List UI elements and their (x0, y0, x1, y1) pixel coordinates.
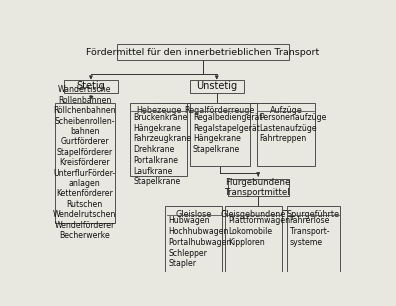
Text: Aufzüge: Aufzüge (269, 106, 302, 115)
FancyBboxPatch shape (225, 206, 282, 272)
Text: Regalbediengerät
Regalstapelgerät
Hängekrane
Stapelkrane: Regalbediengerät Regalstapelgerät Hängek… (193, 113, 263, 154)
FancyBboxPatch shape (55, 103, 115, 223)
Text: Flurgebundene
Transportmittel: Flurgebundene Transportmittel (225, 178, 291, 197)
Text: Brückenkrane
Hängekrane
Fahrzeugkrane
Drehkrane
Portalkrane
Laufkrane
Stapelkran: Brückenkrane Hängekrane Fahrzeugkrane Dr… (133, 113, 191, 186)
FancyBboxPatch shape (190, 80, 244, 93)
Text: Plattformwagen
Lokomobile
Kipploren: Plattformwagen Lokomobile Kipploren (228, 217, 290, 247)
Text: Unstetig: Unstetig (196, 81, 237, 91)
Text: Wandertische
Rollenbahnen
Röllchenbahnen
Scheibenrollen-
bahnen
Gurtförderer
Sta: Wandertische Rollenbahnen Röllchenbahnen… (53, 85, 116, 240)
FancyBboxPatch shape (257, 103, 315, 166)
Text: Stetig: Stetig (76, 81, 105, 91)
Text: Fördermittel für den innerbetrieblichen Transport: Fördermittel für den innerbetrieblichen … (86, 47, 320, 57)
FancyBboxPatch shape (228, 179, 289, 196)
Text: Hubwagen
Hochhubwagen
Portalhubwagen
Schlepper
Stapler: Hubwagen Hochhubwagen Portalhubwagen Sch… (168, 217, 232, 268)
FancyBboxPatch shape (130, 103, 187, 176)
FancyBboxPatch shape (64, 80, 118, 93)
Text: Spurgeführte: Spurgeführte (287, 210, 340, 219)
Text: Gleisgebundene: Gleisgebundene (221, 210, 286, 219)
Text: Fahrerlose
Transport-
systeme: Fahrerlose Transport- systeme (289, 217, 330, 247)
Text: Gleislose: Gleislose (175, 210, 212, 219)
FancyBboxPatch shape (166, 206, 222, 272)
Text: Hebezeuge: Hebezeuge (136, 106, 181, 115)
FancyBboxPatch shape (190, 103, 250, 166)
FancyBboxPatch shape (117, 44, 289, 60)
Text: Regalförderreuge: Regalförderreuge (185, 106, 255, 115)
Text: Personenaufzüge
Lastenaufzüge
Fahrtreppen: Personenaufzüge Lastenaufzüge Fahrtreppe… (260, 113, 327, 143)
FancyBboxPatch shape (287, 206, 340, 272)
